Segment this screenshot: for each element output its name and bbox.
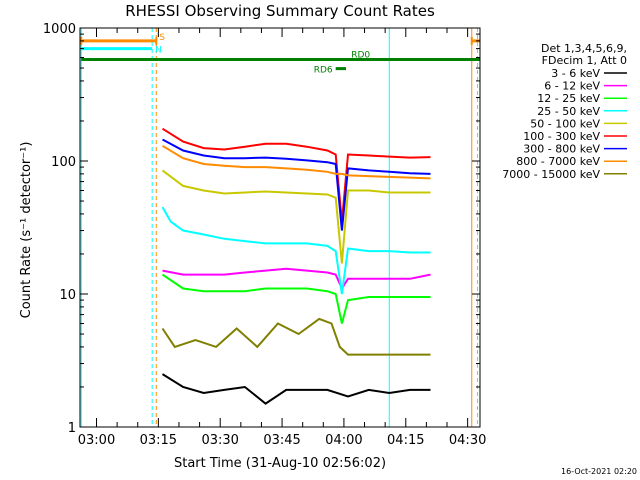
legend-label: 6 - 12 keV: [544, 80, 600, 93]
x-tick-label: 03:30: [201, 433, 238, 448]
plot-frame: [79, 27, 481, 428]
legend-label: 50 - 100 keV: [530, 117, 600, 130]
legend-label: 100 - 300 keV: [523, 130, 600, 143]
series-line-8: [161, 317, 431, 356]
series-line-2: [161, 273, 431, 324]
y-tick-label: 10: [59, 288, 76, 303]
legend-header-line-2: FDecim 1, Att 0: [542, 54, 627, 67]
series-line-6: [162, 138, 431, 231]
y-tick-label: 100: [51, 155, 76, 170]
x-tick-label: 03:45: [263, 433, 300, 448]
series-line-4: [161, 169, 431, 264]
y-axis-label: Count Rate (s⁻¹ detector⁻¹): [19, 142, 34, 319]
series-lines: [161, 127, 431, 405]
x-axis-ticks: 03:00 03:15 03:30 03:45 04:00 04:15 04:30: [78, 28, 486, 448]
annotation-label-n: N: [155, 46, 162, 56]
x-tick-label: 04:00: [325, 433, 362, 448]
chart-title: RHESSI Observing Summary Count Rates: [125, 2, 435, 20]
x-tick-label: 04:30: [449, 433, 486, 448]
series-line-1: [162, 267, 431, 291]
legend-label: 12 - 25 keV: [537, 92, 600, 105]
legend: Det 1,3,4,5,6,9, FDecim 1, Att 0 3 - 6 k…: [502, 42, 627, 181]
series-line-7: [161, 144, 431, 180]
x-tick-label: 03:15: [140, 433, 177, 448]
x-axis-label: Start Time (31-Aug-10 02:56:02): [174, 456, 386, 471]
legend-label: 25 - 50 keV: [537, 105, 600, 118]
annotation-label-s: S: [159, 33, 165, 43]
footer-timestamp: 16-Oct-2021 02:20: [561, 467, 637, 476]
annotation-label-rd6: RD6: [314, 66, 333, 76]
annotation-bars: SN RD0 RD6: [80, 33, 480, 76]
legend-header-line-1: Det 1,3,4,5,6,9,: [541, 42, 627, 55]
vertical-marker-lines: [80, 28, 479, 427]
series-line-0: [161, 373, 431, 405]
y-tick-label: 1000: [43, 22, 76, 37]
x-tick-label: 04:15: [387, 433, 424, 448]
x-tick-label: 03:00: [78, 433, 115, 448]
legend-label: 7000 - 15000 keV: [502, 168, 600, 181]
series-line-5: [161, 127, 431, 222]
legend-label: 300 - 800 keV: [523, 143, 600, 156]
legend-label: 3 - 6 keV: [551, 67, 600, 80]
y-tick-label: 1: [68, 421, 76, 436]
legend-label: 800 - 7000 keV: [516, 155, 600, 168]
annotation-label-rd0: RD0: [351, 50, 370, 60]
series-line-3: [161, 206, 431, 295]
y-axis-ticks: 1 10 100 1000: [43, 22, 480, 436]
